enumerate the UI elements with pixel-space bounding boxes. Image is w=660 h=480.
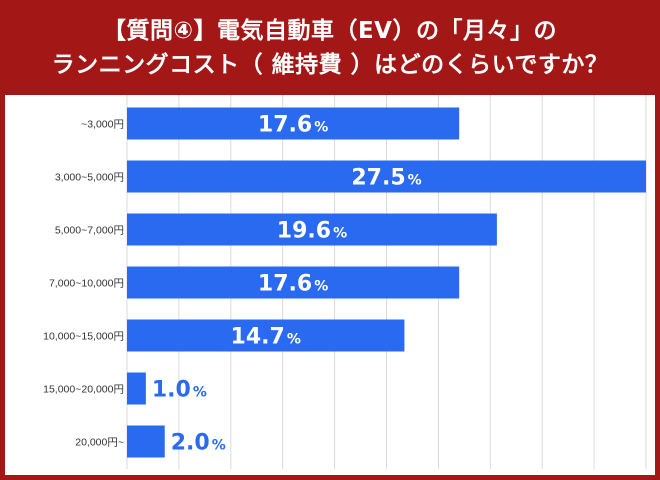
bar <box>127 425 165 458</box>
data-label-value: 27.5 <box>351 166 405 191</box>
data-label-unit: % <box>287 332 301 348</box>
bar <box>127 266 460 299</box>
bar <box>127 319 405 352</box>
category-tick-label: 20,000円~ <box>75 437 124 449</box>
data-label: 17.6% <box>258 272 328 297</box>
data-label-value: 17.6 <box>258 272 312 297</box>
data-label-unit: % <box>408 173 422 189</box>
bar <box>127 160 646 193</box>
data-label: 2.0% <box>171 431 226 456</box>
data-label: 27.5% <box>351 166 421 191</box>
chart-title-line-1: 【質問④】電気自動車（EV）の「月々」の <box>103 17 557 44</box>
bar <box>127 107 460 140</box>
chart-header: 【質問④】電気自動車（EV）の「月々」の ランニングコスト（ 維持費 ）はどのく… <box>0 0 660 95</box>
data-label-value: 14.7 <box>231 325 285 350</box>
data-label-unit: % <box>333 226 347 242</box>
category-tick-label: 10,000~15,000円 <box>43 331 124 343</box>
category-tick-label: 7,000~10,000円 <box>49 278 124 290</box>
data-label-value: 17.6 <box>258 113 312 138</box>
plot-area: ~3,000円 3,000~5,000円 5,000~7,000円 7,000~10,… <box>5 95 655 475</box>
category-tick-label: 5,000~7,000円 <box>55 225 124 237</box>
bars <box>127 107 646 458</box>
data-label-unit: % <box>314 279 328 295</box>
data-label-value: 2.0 <box>171 431 210 456</box>
data-label: 14.7% <box>231 325 301 350</box>
bar-chart: ~3,000円 3,000~5,000円 5,000~7,000円 7,000~10,… <box>43 95 647 469</box>
data-label-unit: % <box>193 385 207 401</box>
bar <box>127 372 146 405</box>
category-tick-label: 15,000~20,000円 <box>43 384 124 396</box>
chart-title-line-2: ランニングコスト（ 維持費 ）はどのくらいですか？ <box>51 51 609 78</box>
category-tick-label: 3,000~5,000円 <box>55 172 124 184</box>
data-labels: 17.6 %27.5 %19.6 %17.6 %14.7 %1.0 %2.0% <box>152 113 422 456</box>
data-label-value: 1.0 <box>152 378 191 403</box>
category-tick-labels: ~3,000円 3,000~5,000円 5,000~7,000円 7,000~10,… <box>43 119 124 449</box>
category-tick-label: ~3,000円 <box>81 119 124 131</box>
data-label: 19.6% <box>277 219 347 244</box>
data-label-value: 19.6 <box>277 219 331 244</box>
data-label-unit: % <box>212 438 226 454</box>
data-label-unit: % <box>314 120 328 136</box>
data-label: 17.6% <box>258 113 328 138</box>
data-label: 1.0% <box>152 378 207 403</box>
bar <box>127 213 497 246</box>
